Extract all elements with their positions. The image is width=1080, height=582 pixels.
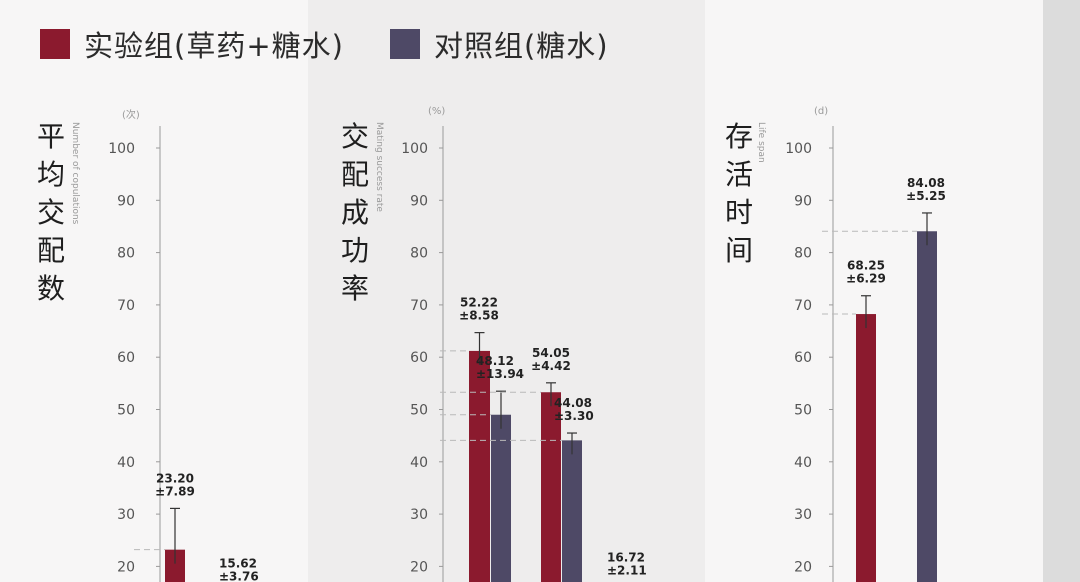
bar <box>562 440 582 582</box>
title-success: 交配成功率 <box>338 118 372 308</box>
y-tick-label: 60 <box>117 350 135 366</box>
legend-item-control: 对照组(糖水) <box>389 23 609 65</box>
data-label: ±4.42 <box>531 359 571 373</box>
data-label: 48.12 <box>476 354 514 368</box>
y-tick-label: 50 <box>410 403 428 419</box>
y-tick-label: 40 <box>410 455 428 471</box>
unit-lifespan: (d) <box>814 106 829 117</box>
title-char: 功 <box>340 234 369 267</box>
y-tick-label: 60 <box>410 350 428 366</box>
title-lifespan: 存活时间 <box>722 118 756 270</box>
data-label: ±13.94 <box>476 367 524 381</box>
legend-swatch-control <box>389 29 420 59</box>
data-label: 52.22 <box>460 296 498 310</box>
bar <box>856 314 876 582</box>
y-tick-label: 70 <box>410 298 428 314</box>
edge-strip <box>1043 0 1080 582</box>
title-char: 配 <box>36 234 65 267</box>
title-char: 数 <box>36 272 65 305</box>
title-char: 间 <box>724 234 753 267</box>
data-label: ±8.58 <box>459 309 499 323</box>
legend-label-experimental: 实验组(草药+糖水) <box>84 29 344 63</box>
title-char: 成 <box>340 196 369 229</box>
y-tick-label: 90 <box>794 193 812 209</box>
y-tick-label: 80 <box>117 246 135 262</box>
bar <box>165 549 185 582</box>
y-tick-label: 20 <box>410 559 428 575</box>
bar <box>917 231 937 582</box>
data-label: 15.62 <box>219 556 257 570</box>
data-label: 16.72 <box>607 551 645 565</box>
unit-success: (%) <box>428 106 446 117</box>
bar <box>491 414 511 582</box>
y-tick-label: 50 <box>117 403 135 419</box>
data-label: 44.08 <box>554 396 592 410</box>
y-tick-label: 90 <box>117 193 135 209</box>
bar <box>469 350 490 582</box>
y-tick-label: 100 <box>401 141 428 157</box>
title-char: 时 <box>724 196 753 229</box>
y-tick-label: 60 <box>794 350 812 366</box>
title-char: 率 <box>340 272 369 305</box>
title-char: 交 <box>36 196 65 229</box>
title-char: 配 <box>340 158 369 191</box>
title-char: 平 <box>36 120 65 153</box>
y-tick-label: 100 <box>108 141 135 157</box>
title-char: 存 <box>724 120 753 153</box>
y-tick-label: 90 <box>410 193 428 209</box>
y-tick-label: 80 <box>410 246 428 262</box>
data-label: 23.20 <box>156 471 194 485</box>
panel-bg-copulations <box>0 0 308 582</box>
data-label: 54.05 <box>532 346 570 360</box>
data-label: ±3.30 <box>554 409 594 423</box>
y-tick-label: 20 <box>794 559 812 575</box>
legend: 实验组(草药+糖水) 对照组(糖水) <box>40 22 655 66</box>
y-tick-label: 40 <box>117 455 135 471</box>
data-label: ±2.11 <box>607 564 647 578</box>
y-tick-label: 30 <box>410 507 428 523</box>
bar <box>541 392 561 582</box>
legend-swatch-experimental <box>40 29 70 59</box>
legend-label-control: 对照组(糖水) <box>433 29 609 63</box>
y-tick-label: 80 <box>794 246 812 262</box>
data-label: ±3.76 <box>219 569 259 582</box>
legend-item-experimental: 实验组(草药+糖水) <box>40 23 344 65</box>
data-label: ±5.25 <box>906 189 946 203</box>
data-label: 68.25 <box>847 259 885 273</box>
data-label: ±7.89 <box>155 484 195 498</box>
title-copulations: 平均交配数 <box>34 118 68 308</box>
y-tick-label: 100 <box>785 141 812 157</box>
y-tick-label: 70 <box>794 298 812 314</box>
title-char: 活 <box>724 158 753 191</box>
y-tick-label: 50 <box>794 403 812 419</box>
data-label: 84.08 <box>907 176 945 190</box>
y-tick-label: 70 <box>117 298 135 314</box>
y-tick-label: 40 <box>794 455 812 471</box>
data-label: ±6.29 <box>846 272 886 286</box>
unit-copulations: (次) <box>122 110 140 121</box>
title-char: 均 <box>36 158 65 191</box>
y-tick-label: 20 <box>117 559 135 575</box>
title-char: 交 <box>340 120 369 153</box>
y-tick-label: 30 <box>117 507 135 523</box>
y-tick-label: 30 <box>794 507 812 523</box>
